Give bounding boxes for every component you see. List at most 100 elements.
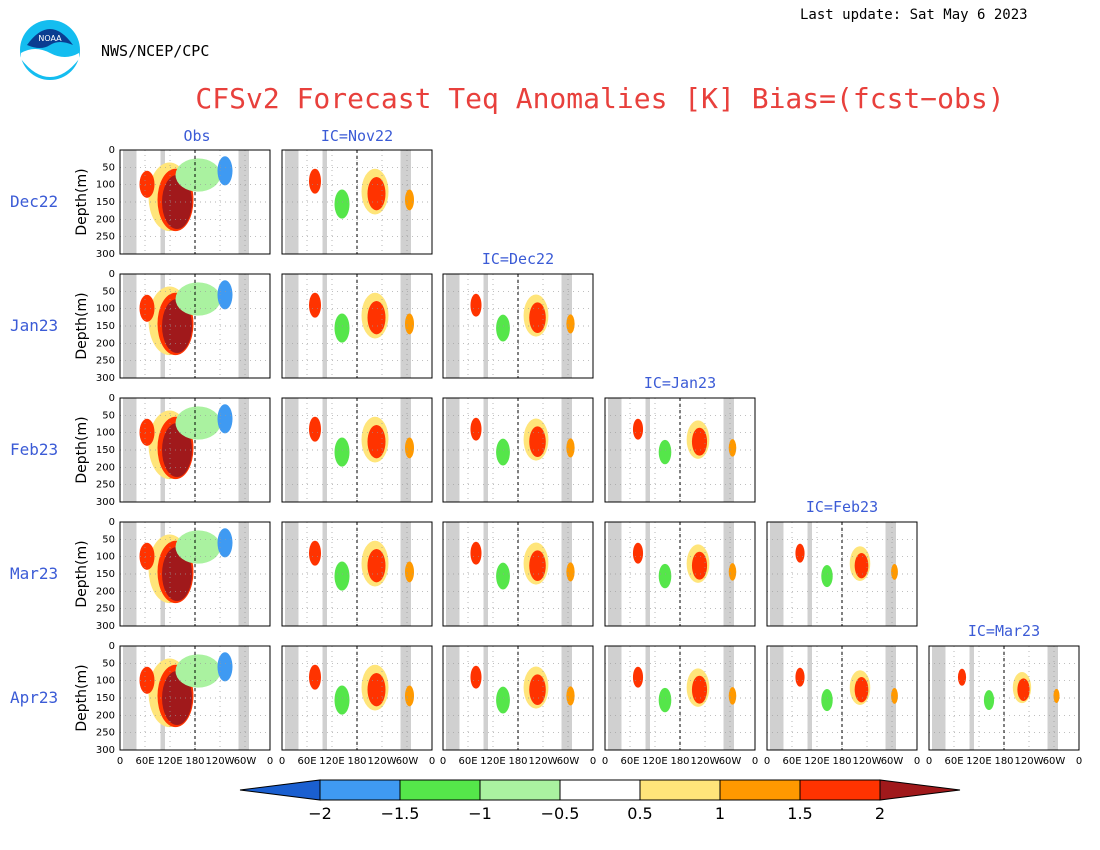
land-mask [322,398,327,502]
land-mask [123,522,137,626]
anomaly-contour [891,688,898,704]
land-mask [645,398,650,502]
colorbar-arrow-right [879,779,961,801]
land-mask [608,522,622,626]
y-axis-label: Depth(m) [74,416,90,483]
panel-Mar23-IC=Jan23 [604,521,756,627]
anomaly-contour [691,675,708,704]
x-tick-label: 0 [926,756,932,767]
colorbar-label: 2 [875,804,885,823]
anomaly-contour [405,561,414,583]
anomaly-contour [139,542,155,570]
x-tick-label: 180 [347,756,366,767]
anomaly-contour [217,652,233,682]
x-tick-label: 120E [157,756,182,767]
y-tick-label: 50 [102,658,115,669]
anomaly-contour [658,687,672,713]
land-mask [285,398,299,502]
panel-frame [119,397,271,503]
column-title: Obs [183,127,210,145]
anomaly-contour [691,427,708,456]
y-tick-label: 300 [96,621,115,632]
y-tick-label: 0 [109,269,115,280]
land-mask [608,646,622,750]
y-tick-label: 250 [96,728,115,739]
land-mask [238,646,249,750]
colorbar-label: −0.5 [541,804,580,823]
x-tick-label: 180 [670,756,689,767]
y-tick-label: 0 [109,145,115,156]
panel-frame [281,273,433,379]
anomaly-contour [854,553,869,579]
anomaly-contour [470,665,482,689]
land-mask [723,398,734,502]
anomaly-contour [529,426,546,457]
land-mask [446,522,460,626]
y-tick-label: 150 [96,321,115,332]
x-tick-label: 120W [529,756,558,767]
panel-frame [766,521,918,627]
y-axis-label: Depth(m) [74,540,90,607]
y-tick-label: 100 [96,180,115,191]
x-tick-label: 60W [557,756,580,767]
land-mask [285,274,299,378]
anomaly-contour [334,685,350,715]
panel-frame [442,397,594,503]
row-label: Mar23 [10,564,58,583]
anomaly-contour [309,292,321,318]
y-tick-label: 200 [96,710,115,721]
y-tick-label: 200 [96,462,115,473]
land-mask [446,398,460,502]
colorbar-segment [799,779,881,801]
last-update-text: Last update: Sat May 6 2023 [800,7,1028,23]
land-mask [123,150,137,254]
anomaly-contour [175,530,221,564]
y-tick-label: 200 [96,214,115,225]
x-tick-label: 60E [782,756,801,767]
anomaly-contour [566,438,575,458]
anomaly-contour [405,313,414,335]
land-mask [770,646,784,750]
anomaly-contour [821,565,833,588]
anomaly-contour [175,654,221,688]
x-tick-label: 60E [620,756,639,767]
x-tick-label: 0 [752,756,758,767]
anomaly-contour [139,666,155,694]
panel-frame [281,521,433,627]
anomaly-contour [367,425,386,459]
anomaly-contour [175,158,221,192]
panel-Mar23-IC=Nov22 [281,521,433,627]
x-tick-label: 120E [480,756,505,767]
y-tick-label: 250 [96,480,115,491]
land-mask [483,398,488,502]
column-title: IC=Jan23 [644,374,716,392]
land-mask [1047,646,1058,750]
panel-Apr23-IC=Dec22 [442,645,594,751]
anomaly-contour [891,564,898,580]
anomaly-contour [139,294,155,322]
anomaly-contour [334,189,350,219]
land-mask [483,274,488,378]
panel-frame [281,149,433,255]
anomaly-contour [470,417,482,441]
land-mask [770,522,784,626]
panel-frame [604,521,756,627]
x-tick-label: 120W [1015,756,1044,767]
panel-Dec22-Obs [119,149,271,255]
anomaly-contour [162,174,192,230]
y-axis-label: Depth(m) [74,168,90,235]
anomaly-contour [529,550,546,581]
anomaly-contour [728,563,737,581]
anomaly-contour [854,677,869,703]
y-tick-label: 200 [96,338,115,349]
land-mask [645,522,650,626]
panel-frame [119,273,271,379]
colorbar-label: −2 [308,804,332,823]
panel-Jan23-IC=Dec22 [442,273,594,379]
panel-Jan23-IC=Nov22 [281,273,433,379]
logo-text: NOAA [38,34,62,43]
anomaly-contour [309,416,321,442]
land-mask [285,646,299,750]
land-mask [123,398,137,502]
panel-Dec22-IC=Nov22 [281,149,433,255]
